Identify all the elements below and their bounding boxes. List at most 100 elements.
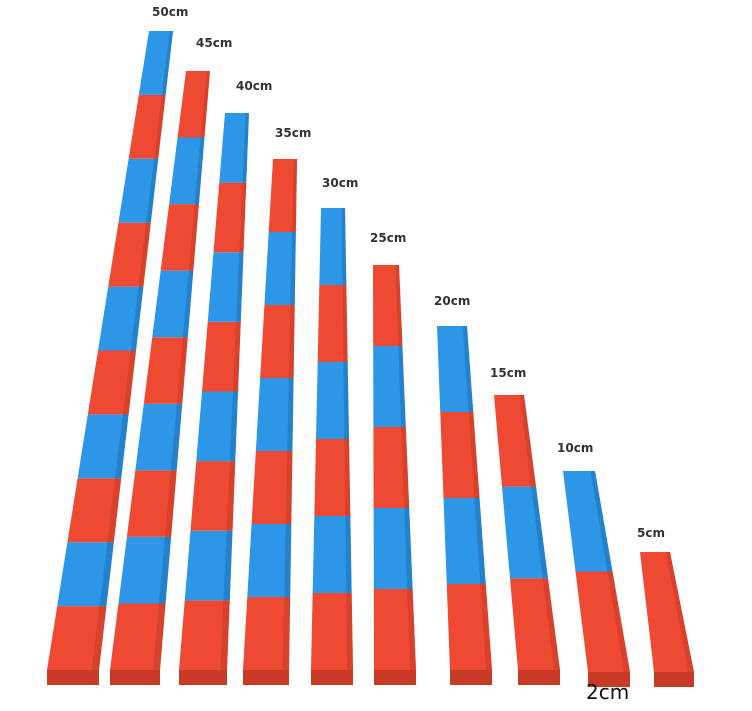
rod-end-face [518,670,560,685]
segment-shade [474,498,486,584]
segment-shade [138,222,151,287]
rod-end-face [243,670,289,685]
blue-segment [152,270,194,338]
segment-shade [220,600,230,670]
rod-label: 30cm [322,176,358,190]
segment-shade [346,593,353,670]
segment-shade [170,403,183,471]
segment-shade [401,427,410,508]
rods-group [47,31,694,687]
red-segment [87,350,136,415]
red-segment [126,470,177,537]
segment-shade [345,516,352,593]
segment-shade [398,346,406,427]
rod-30cm [311,208,353,685]
segment-shade [344,439,351,516]
segment-shade [287,378,294,451]
rod-end-face [654,672,694,687]
blue-segment [563,471,613,572]
rod-end-face [374,670,416,685]
segment-shade [590,471,613,572]
segment-shade [341,208,347,285]
rod-35cm [243,159,297,685]
segment-shade [161,31,173,95]
segment-shade [91,606,107,670]
segment-shade [223,530,233,601]
rod-label: 25cm [370,231,406,245]
blue-segment [169,137,205,205]
segment-shade [607,571,630,672]
red-segment [213,182,247,253]
rod-label: 45cm [196,36,232,50]
segment-shade [176,337,188,404]
blue-segment [319,208,347,285]
segment-shade [194,137,205,205]
blue-segment [264,232,296,305]
rod-label: 35cm [275,126,311,140]
segment-shade [404,508,413,589]
rod-10cm [563,471,630,687]
red-segment [202,321,241,392]
segment-shade [122,350,136,415]
blue-segment [316,362,349,439]
red-segment [640,552,694,672]
rod-40cm [179,113,249,685]
segment-shade [519,395,536,487]
red-segment [373,265,403,346]
red-segment [251,451,293,524]
rod-20cm [437,326,492,685]
rod-5cm [640,552,694,687]
rod-15cm [494,395,560,685]
segment-shade [239,182,247,253]
red-segment [179,600,230,670]
rod-45cm [110,71,210,685]
segment-shade [407,589,416,670]
blue-segment [207,252,244,322]
segment-shade [462,326,474,412]
segment-shade [188,204,199,271]
red-segment [177,71,210,138]
blue-segment [312,516,352,593]
segment-shade [242,113,249,183]
segment-shade [130,286,144,351]
blue-segment [98,286,144,351]
red-segment [260,305,295,378]
rod-label: 40cm [236,79,272,93]
blue-segment [135,403,183,471]
blue-segment [437,326,474,412]
segment-shade [154,94,166,159]
segment-shade [343,362,349,439]
segment-shade [342,285,348,362]
rod-end-face [110,670,160,685]
segment-shade [285,451,293,524]
segment-shade [290,232,296,305]
segment-shade [146,158,159,223]
red-segment [268,159,297,232]
segment-shade [284,524,292,597]
red-segment [108,222,151,287]
rod-end-face [179,670,227,685]
rod-labels: 50cm 45cm 40cm 35cm 30cm 25cm 20cm 15cm 10cm 5cm [152,5,665,540]
blue-segment [57,542,114,607]
blue-segment [373,508,413,589]
red-segment [311,593,353,670]
segment-shade [182,270,194,338]
blue-segment [196,391,238,462]
segment-shade [200,71,210,138]
blue-segment [255,378,294,451]
red-segment [446,584,492,670]
blue-segment [247,524,292,597]
rod-end-face [450,670,492,685]
red-segment [317,285,348,362]
width-label: 2cm [586,680,630,704]
segment-shade [468,412,480,498]
segment-shade [665,552,694,672]
segment-shade [542,578,560,670]
segment-shade [282,597,291,670]
segment-shade [288,305,295,378]
blue-segment [219,113,249,183]
segment-shade [531,486,548,579]
red-segment [143,337,188,404]
segment-shade [229,391,238,462]
